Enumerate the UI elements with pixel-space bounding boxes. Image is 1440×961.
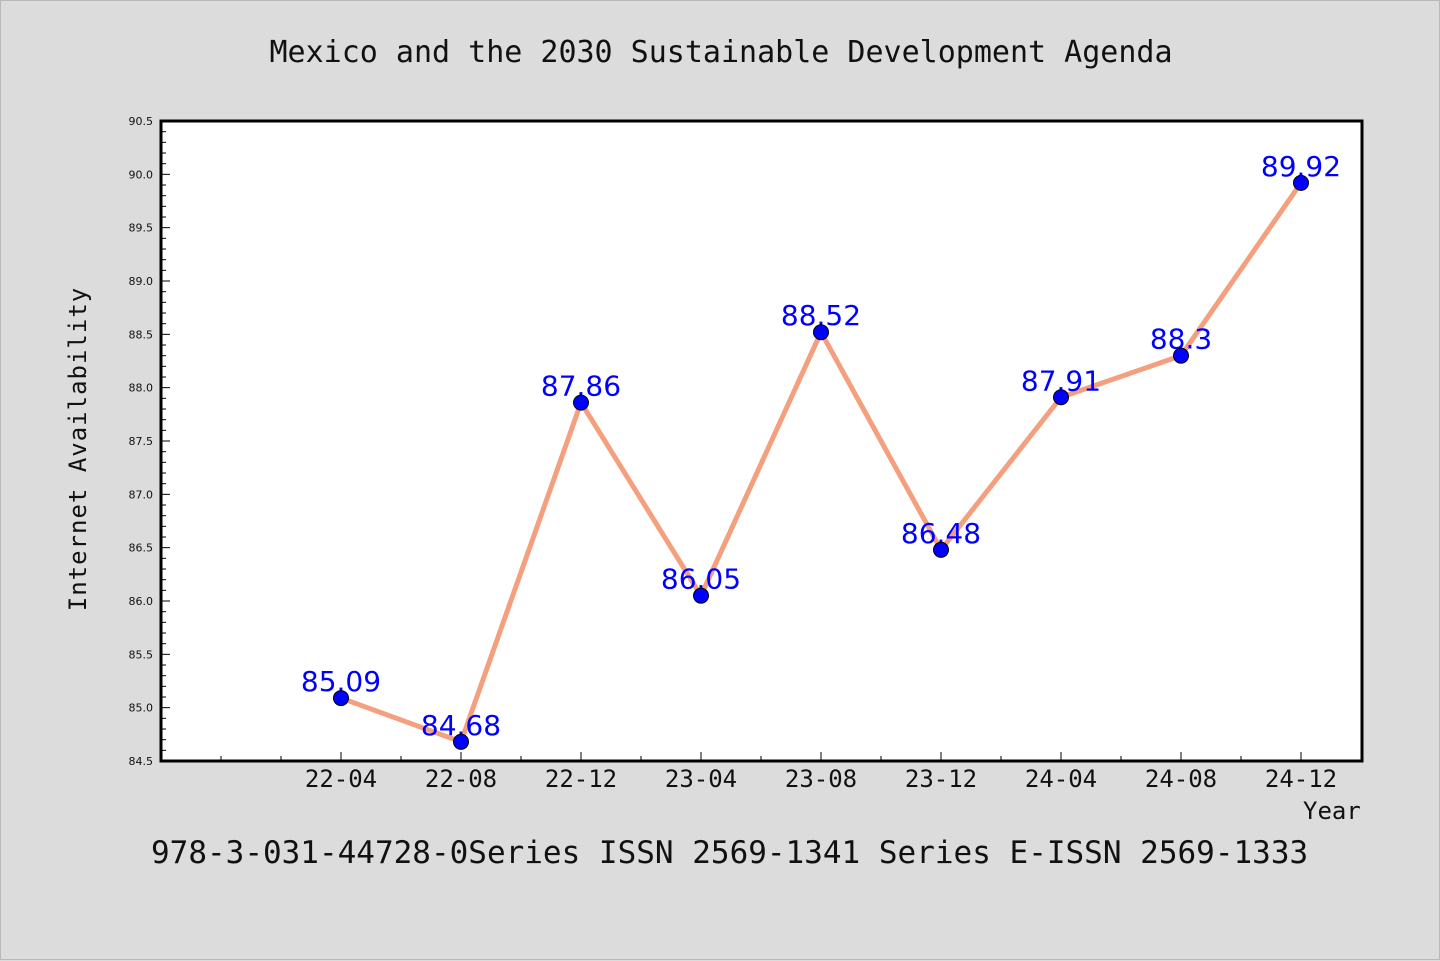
y-tick-label: 86.5 [129, 542, 154, 555]
x-tick-label: 23-12 [905, 765, 977, 793]
x-tick-label: 22-12 [545, 765, 617, 793]
x-tick-label: 22-04 [305, 765, 377, 793]
y-tick-label: 88.5 [129, 328, 154, 341]
y-tick-label: 89.0 [129, 275, 154, 288]
data-point [573, 394, 589, 411]
x-tick-label: 22-08 [425, 765, 497, 793]
x-tick-label: 23-08 [785, 765, 857, 793]
x-tick-label: 24-08 [1145, 765, 1217, 793]
x-tick-label: 24-04 [1025, 765, 1097, 793]
y-tick-label: 90.0 [129, 168, 154, 181]
plot-background [161, 121, 1362, 761]
y-tick-label: 89.5 [129, 222, 154, 235]
chart-title: Mexico and the 2030 Sustainable Developm… [269, 35, 1173, 70]
x-tick-label: 24-12 [1265, 765, 1337, 793]
y-tick-label: 90.5 [129, 115, 154, 128]
y-tick-label: 85.0 [129, 702, 154, 715]
y-tick-label: 84.5 [129, 755, 154, 768]
data-point [1173, 347, 1189, 364]
plot-frame [159, 119, 1364, 763]
data-point [813, 324, 829, 341]
y-tick-label: 87.5 [129, 435, 154, 448]
y-tick-label: 85.5 [129, 648, 154, 661]
data-point [1293, 174, 1309, 191]
y-tick-label: 86.0 [129, 595, 154, 608]
footer-text: 978-3-031-44728-0Series ISSN 2569-1341 S… [151, 835, 1309, 871]
x-axis-label: Year [1303, 797, 1361, 825]
x-tick-label: 23-04 [665, 765, 737, 793]
y-tick-label: 87.0 [129, 488, 154, 501]
data-point [693, 587, 709, 604]
data-point [453, 733, 469, 750]
data-point [1053, 389, 1069, 406]
data-point [333, 690, 349, 707]
data-point [933, 541, 949, 558]
y-tick-label: 88.0 [129, 382, 154, 395]
